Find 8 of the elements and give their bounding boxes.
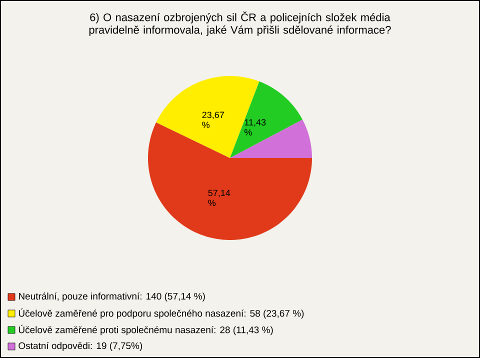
data-label: 23,67 % — [202, 112, 224, 128]
legend-label: Neutrální, pouze informativní: 140 (57,14 %) — [18, 292, 205, 302]
data-label: 11,43 % — [244, 119, 266, 136]
legend-label: Účelově zaměřené pro podporu společného nasazení: 58 (23,67 %) — [18, 308, 304, 319]
legend-label: Účelově zaměřené proti společnému nasazení: 28 (11,43 %) — [18, 324, 273, 336]
data-label: 57,14 % — [208, 190, 230, 206]
legend-label: Ostatní odpovědi: 19 (7,75%) — [18, 342, 142, 351]
chart-title: 6) O nasazení ozbrojených sil ČR a policejních složek média pravidelně informovala, jaké Vám přišli sdělované informace? — [89, 12, 391, 36]
